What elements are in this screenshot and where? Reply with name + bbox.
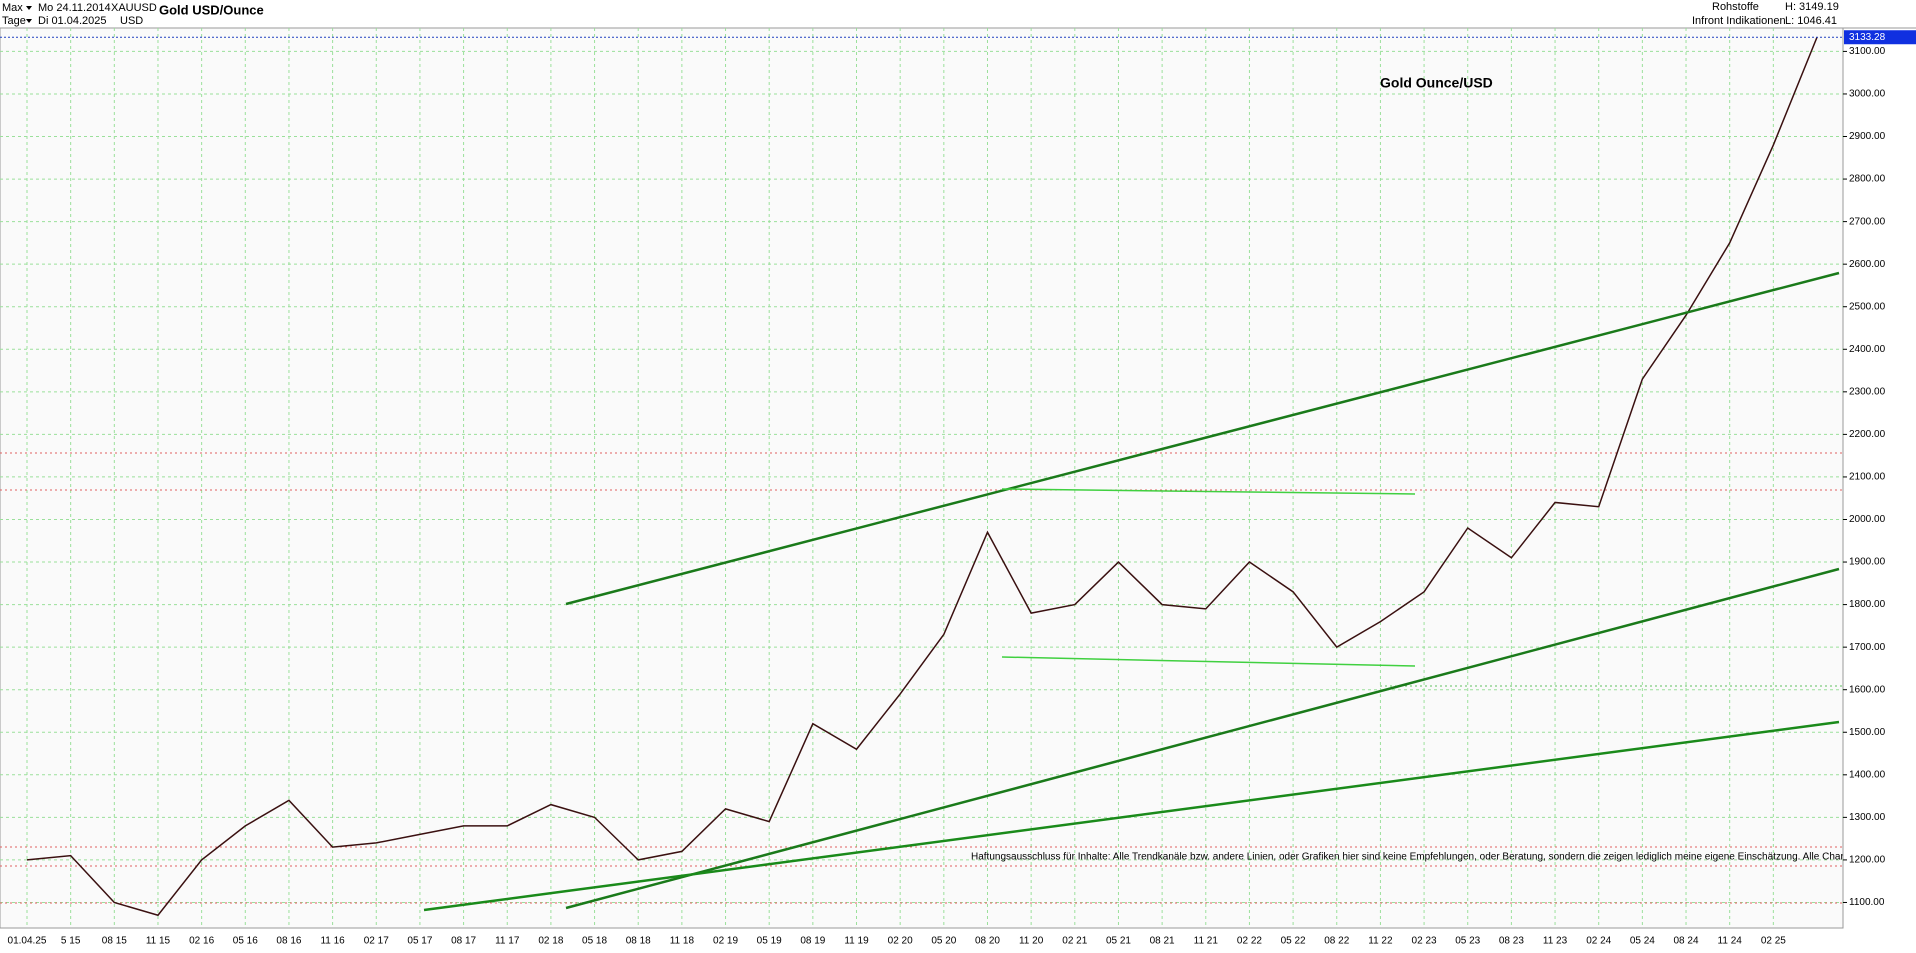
grid [0,28,1843,928]
x-tick-label: 08 24 [1674,936,1699,947]
y-tick-label: 1400.00 [1849,769,1886,780]
x-tick-label: 08 18 [626,936,651,947]
x-tick-label: 05 17 [407,936,432,947]
y-tick-label: 2600.00 [1849,259,1886,270]
x-tick-label: 11 20 [1019,936,1044,947]
x-tick-label: 02 21 [1062,936,1087,947]
disclaimer: Haftungsausschluss für Inhalte: Alle Tre… [971,852,1916,863]
level-lines [0,452,1843,904]
x-tick-label: 11 22 [1368,936,1393,947]
trendline [565,567,1840,910]
x-tick-label: 02 16 [189,936,214,947]
x-tick-label: 11 19 [844,936,869,947]
trendline [423,720,1840,912]
date-from: Mo 24.11.2014 [38,2,111,14]
y-tick-label: 1500.00 [1849,727,1886,738]
y-tick-label: 1600.00 [1849,684,1886,695]
x-tick-label: 5 15 [61,936,81,947]
x-tick-label: 05 22 [1281,936,1306,947]
x-tick-label: 08 16 [276,936,301,947]
trendline [1001,488,1416,495]
y-tick-label: 2800.00 [1849,174,1886,185]
y-tick-label: 1900.00 [1849,557,1886,568]
x-tick-label: 08 23 [1499,936,1524,947]
low: L: 1046.41 [1785,15,1837,27]
trendline [565,271,1840,606]
x-tick-label: 11 15 [146,936,171,947]
x-tick-label: 02 24 [1586,936,1611,947]
x-tick-label: 02 18 [538,936,563,947]
x-tick-label: 05 18 [582,936,607,947]
x-tick-label: 05 16 [233,936,258,947]
y-tick-label: 3100.00 [1849,46,1886,57]
y-tick-label: 2900.00 [1849,131,1886,142]
dropdown-icon[interactable] [26,6,32,10]
axes: 1100.00 1200.00 1300.00 1400.00 1500.00 1600.… [0,30,1916,947]
x-tick-label: 05 21 [1106,936,1131,947]
y-tick-label: 2400.00 [1849,344,1886,355]
x-tick-label: 11 18 [670,936,695,947]
y-tick-label: 2100.00 [1849,472,1886,483]
annotation: Gold Ounce/USD [1380,75,1493,91]
x-tick-label: 11 17 [495,936,520,947]
x-tick-label: 05 23 [1455,936,1480,947]
x-tick-label: 02 25 [1761,936,1786,947]
x-tick-label: 02 22 [1237,936,1262,947]
x-tick-label: 11 24 [1718,936,1743,947]
interval[interactable]: Tage [2,15,26,27]
x-tick-label: 05 19 [757,936,782,947]
group: Rohstoffe [1712,1,1759,13]
y-tick-label: 1800.00 [1849,599,1886,610]
high: H: 3149.19 [1785,1,1839,13]
x-tick-label: 08 17 [451,936,476,947]
x-tick-label: 02 20 [888,936,913,947]
plot-area [0,27,1844,929]
date-to: Di 01.04.2025 [38,15,107,27]
x-tick-label: 11 23 [1543,936,1568,947]
y-tick-label: 1700.00 [1849,642,1886,653]
source: Infront Indikationen [1692,15,1786,27]
range[interactable]: Max [2,2,23,14]
x-tick-label: 08 22 [1324,936,1349,947]
y-tick-label: 2200.00 [1849,429,1886,440]
x-tick-label: 02 23 [1412,936,1437,947]
x-tick-label: 08 19 [800,936,825,947]
y-tick-label: 2500.00 [1849,301,1886,312]
x-tick-label: 05 20 [931,936,956,947]
x-tick-label: 11 21 [1194,936,1219,947]
x-tick-label: 02 19 [713,936,738,947]
x-tick-label: 08 15 [102,936,127,947]
symbol: XAUUSD [111,2,157,14]
x-tick-label: 02 17 [364,936,389,947]
y-tick-label: 2000.00 [1849,514,1886,525]
chart-title: Gold USD/Ounce [159,2,264,17]
x-tick-label: 05 24 [1630,936,1655,947]
dropdown-icon[interactable] [26,19,32,23]
y-tick-label: 2700.00 [1849,216,1886,227]
trendline [1001,656,1416,667]
x-tick-label: 01.04.25 [8,936,47,947]
x-tick-label: 11 16 [320,936,345,947]
y-tick-label: 2300.00 [1849,386,1886,397]
y-tick-label: 1100.00 [1849,897,1885,908]
series-layer [26,36,1818,917]
y-tick-label: 1300.00 [1849,812,1886,823]
y-tick-label: 1200.00 [1849,855,1886,866]
currency: USD [120,15,143,27]
disclaimer-clip: Haftungsausschluss für Inhalte: Alle Tre… [971,852,1916,863]
x-tick-label: 08 21 [1150,936,1175,947]
x-tick-label: 08 20 [975,936,1000,947]
y-tick-label: 3000.00 [1849,89,1886,100]
price-line [26,36,1818,917]
last-price-box [1844,30,1916,45]
trendlines [423,271,1840,912]
last-price-label: 3133.28 [1849,32,1886,43]
